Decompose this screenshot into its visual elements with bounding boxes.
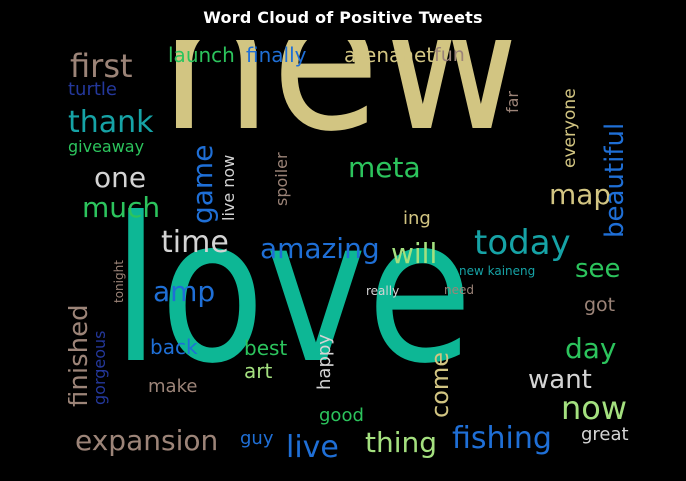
word-new-kaineng: new kaineng — [459, 264, 536, 278]
word-finished: finished — [68, 304, 94, 407]
word-great: great — [581, 424, 629, 445]
word-love: love — [112, 175, 473, 408]
word-new: new — [160, 40, 524, 176]
chart-title: Word Cloud of Positive Tweets — [203, 8, 483, 27]
word-time: time — [161, 225, 229, 260]
word-one: one — [94, 161, 147, 194]
word-live-now: live now — [219, 154, 238, 221]
word-will: will — [391, 237, 438, 270]
word-cloud: new love first launch finally arenanet f… — [68, 40, 638, 474]
word-come: come — [426, 351, 454, 418]
word-really: really — [366, 284, 400, 298]
word-need: need — [444, 283, 474, 297]
word-launch: launch — [168, 43, 235, 67]
word-amp: amp — [153, 275, 216, 308]
word-want: want — [528, 365, 592, 395]
word-live: live — [286, 430, 339, 465]
word-first: first — [70, 47, 133, 85]
word-happy: happy — [314, 334, 335, 390]
word-thank: thank — [68, 105, 154, 140]
word-map: map — [549, 178, 612, 211]
word-finally: finally — [246, 43, 307, 67]
word-ing: ing — [403, 208, 431, 229]
word-beautiful: beautiful — [600, 122, 630, 238]
word-now: now — [561, 389, 628, 427]
word-day: day — [565, 332, 617, 365]
word-see: see — [575, 254, 621, 284]
word-got: got — [584, 294, 616, 316]
word-art: art — [244, 359, 273, 383]
word-guy: guy — [240, 428, 274, 449]
word-gorgeous: gorgeous — [90, 330, 109, 405]
word-meta: meta — [348, 151, 421, 184]
word-much: much — [82, 191, 161, 224]
word-amazing: amazing — [260, 232, 380, 265]
word-fishing: fishing — [452, 421, 552, 456]
word-everyone: everyone — [560, 88, 580, 168]
word-turtle: turtle — [68, 79, 117, 100]
word-thing: thing — [365, 426, 438, 459]
word-far: far — [503, 90, 522, 113]
word-fun: fun — [434, 44, 465, 66]
word-giveaway: giveaway — [68, 137, 145, 156]
word-arenanet: arenanet — [344, 43, 435, 67]
word-expansion: expansion — [75, 424, 219, 457]
word-spoiler: spoiler — [272, 152, 291, 206]
word-game: game — [186, 144, 219, 224]
word-make: make — [148, 376, 198, 397]
word-best: best — [244, 336, 288, 360]
word-today: today — [474, 223, 571, 263]
word-good: good — [319, 405, 364, 426]
word-tonight: tonight — [112, 260, 126, 303]
word-back: back — [150, 335, 198, 359]
